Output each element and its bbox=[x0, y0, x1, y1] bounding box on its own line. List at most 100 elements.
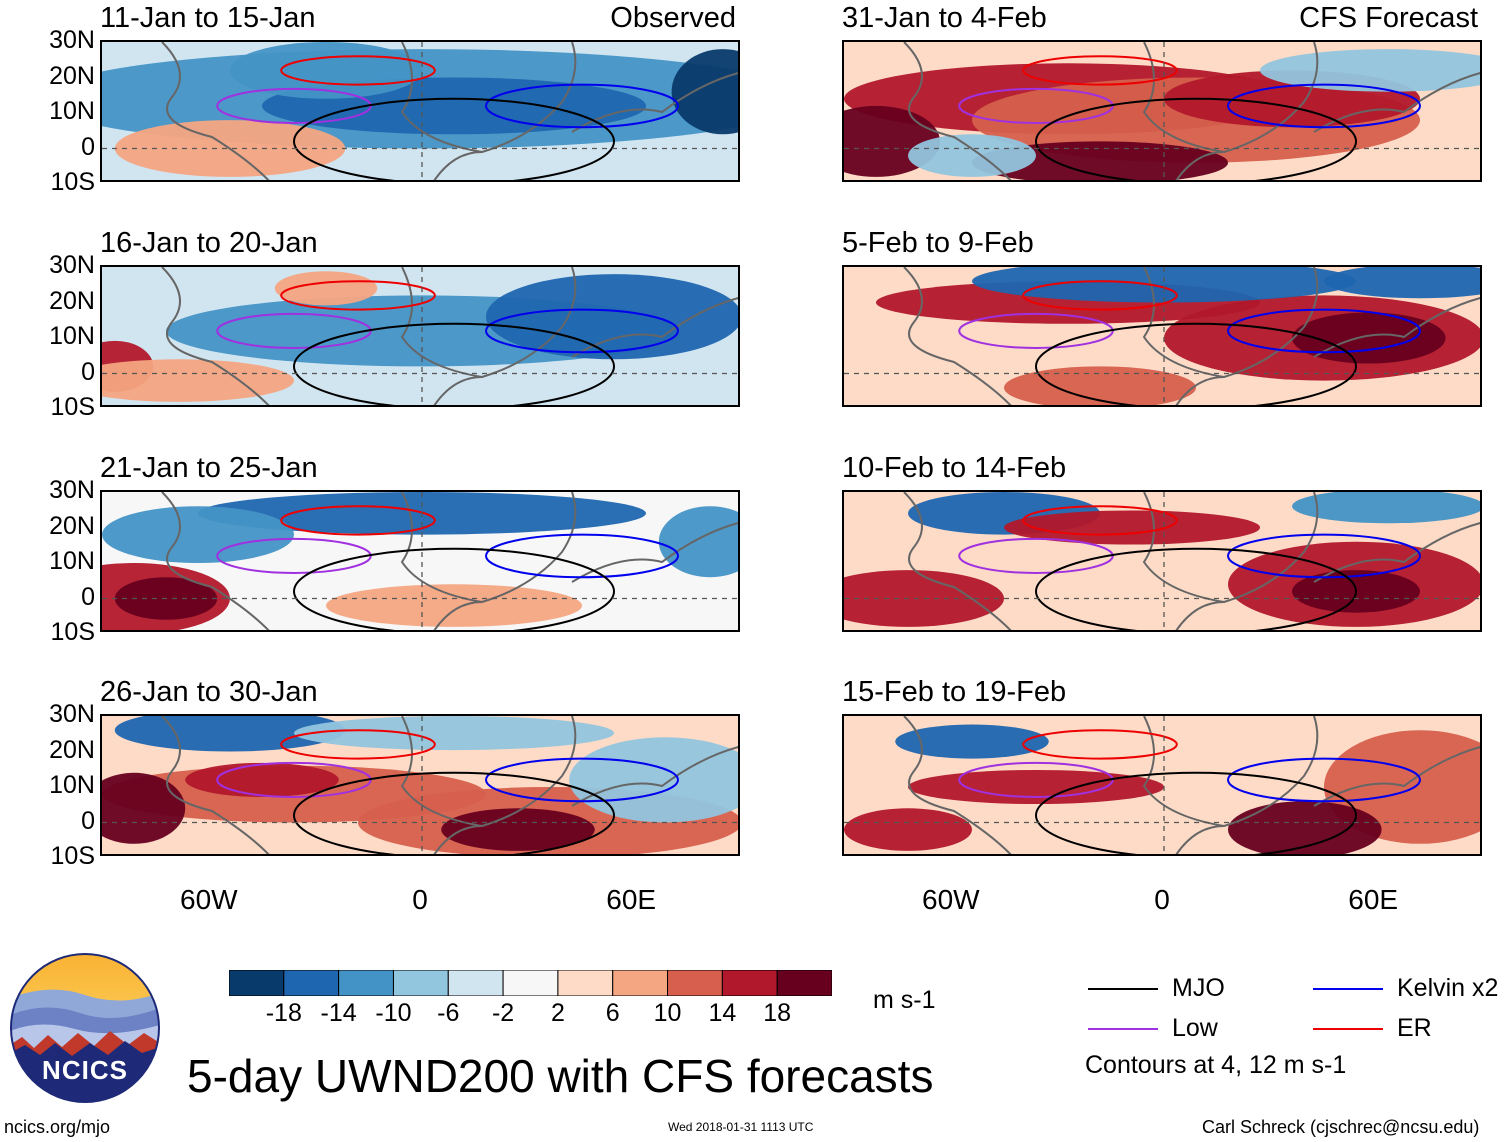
contour-line bbox=[1227, 83, 1421, 129]
colorbar-label: 14 bbox=[708, 999, 737, 1027]
contour-line bbox=[280, 55, 436, 86]
wind-anomaly-shading bbox=[1292, 492, 1480, 524]
footer-author: Carl Schreck (cjschrec@ncsu.edu) bbox=[1202, 1117, 1480, 1137]
contour-line bbox=[280, 505, 436, 536]
colorbar-swatch bbox=[612, 969, 669, 997]
contour-line bbox=[1022, 729, 1178, 760]
column-tag: Observed bbox=[610, 2, 736, 34]
wind-anomaly-shading bbox=[326, 584, 582, 627]
colorbar-swatch bbox=[776, 969, 833, 997]
map-panel bbox=[100, 265, 740, 407]
coastline bbox=[161, 716, 738, 854]
lat-label: 20N bbox=[49, 61, 95, 90]
contour-line bbox=[280, 280, 436, 311]
colorbar-label: 18 bbox=[763, 999, 792, 1027]
contour-line bbox=[1035, 97, 1357, 180]
wind-anomaly-shading bbox=[908, 769, 1164, 805]
wind-anomaly-shading bbox=[671, 49, 738, 135]
legend-label: Low bbox=[1172, 1014, 1218, 1042]
contour-line bbox=[1022, 280, 1178, 311]
colorbar-label: 10 bbox=[653, 999, 682, 1027]
colorbar-units: m s-1 bbox=[873, 986, 936, 1014]
legend-swatch bbox=[1313, 1028, 1383, 1030]
lat-label: 0 bbox=[81, 132, 95, 161]
lat-label: 20N bbox=[49, 735, 95, 764]
legend-swatch bbox=[1313, 988, 1383, 990]
wind-anomaly-shading bbox=[895, 724, 1049, 759]
colorbar-swatch bbox=[502, 969, 559, 997]
contour-line bbox=[293, 97, 615, 180]
lat-label: 30N bbox=[49, 251, 95, 279]
map-panel bbox=[842, 490, 1482, 632]
wind-anomaly-shading bbox=[1004, 366, 1196, 405]
wind-anomaly-shading bbox=[972, 141, 1228, 180]
lat-label: 30N bbox=[49, 26, 95, 54]
lat-label: 20N bbox=[49, 511, 95, 540]
footer-timestamp: Wed 2018-01-31 1113 UTC bbox=[668, 1120, 814, 1134]
wind-anomaly-shading bbox=[1292, 312, 1446, 364]
lat-label: 10S bbox=[50, 393, 95, 421]
coastline bbox=[903, 267, 1480, 405]
wind-anomaly-shading bbox=[972, 267, 1356, 303]
legend-note: Contours at 4, 12 m s-1 bbox=[1085, 1051, 1347, 1079]
lat-label: 10S bbox=[50, 842, 95, 870]
coastline bbox=[161, 267, 738, 405]
lat-label: 10S bbox=[50, 618, 95, 646]
contour-line bbox=[485, 533, 679, 579]
colorbar-label: -14 bbox=[320, 999, 357, 1027]
colorbar-swatch bbox=[392, 969, 449, 997]
wind-anomaly-shading bbox=[1004, 510, 1260, 545]
wind-anomaly-shading bbox=[658, 506, 738, 578]
lon-label: 60W bbox=[922, 884, 980, 915]
panel-title: 26-Jan to 30-Jan bbox=[100, 676, 318, 708]
wind-anomaly-shading bbox=[274, 271, 378, 306]
map-panel bbox=[842, 265, 1482, 407]
wind-anomaly-shading bbox=[486, 274, 738, 360]
legend-label: Kelvin x2 bbox=[1397, 974, 1499, 1002]
wind-anomaly-shading bbox=[102, 772, 186, 844]
lon-label: 60W bbox=[180, 884, 238, 915]
contour-line bbox=[293, 322, 615, 405]
panel-title: 11-Jan to 15-Jan bbox=[100, 2, 316, 34]
map-panel bbox=[100, 490, 740, 632]
lat-label: 0 bbox=[81, 806, 95, 835]
colorbar-label: -18 bbox=[265, 999, 302, 1027]
lat-label: 10N bbox=[49, 771, 95, 799]
lon-label: 0 bbox=[1154, 884, 1170, 915]
wind-anomaly-shading bbox=[114, 716, 346, 752]
wind-anomaly-shading bbox=[441, 808, 595, 851]
lat-label: 0 bbox=[81, 357, 95, 386]
legend-swatch bbox=[1088, 1028, 1158, 1030]
map-panel bbox=[100, 714, 740, 856]
lat-label: 10N bbox=[49, 547, 95, 575]
figure-title: 5-day UWND200 with CFS forecasts bbox=[187, 1050, 934, 1102]
colorbar-swatch bbox=[447, 969, 504, 997]
contour-line bbox=[1227, 308, 1421, 354]
panel-title: 5-Feb to 9-Feb bbox=[842, 227, 1034, 259]
wind-anomaly-shading bbox=[102, 359, 294, 402]
contour-line bbox=[1035, 771, 1357, 854]
colorbar-label: -2 bbox=[491, 999, 515, 1027]
contour-line bbox=[293, 771, 615, 854]
panel-title: 16-Jan to 20-Jan bbox=[100, 227, 318, 259]
legend-swatch bbox=[1088, 988, 1158, 990]
colorbar-swatch bbox=[228, 969, 285, 997]
colorbar-swatch bbox=[721, 969, 778, 997]
footer-url[interactable]: ncics.org/mjo bbox=[4, 1117, 111, 1137]
colorbar-swatch bbox=[557, 969, 614, 997]
lon-label: 60E bbox=[606, 884, 657, 915]
lat-label: 20N bbox=[49, 286, 95, 315]
legend-label: MJO bbox=[1172, 974, 1225, 1002]
map-panel bbox=[842, 40, 1482, 182]
ncics-logo: NCICS bbox=[10, 953, 160, 1103]
lat-label: 10N bbox=[49, 322, 95, 350]
colorbar bbox=[228, 969, 833, 997]
contour-line bbox=[1035, 322, 1357, 405]
lat-label: 30N bbox=[49, 700, 95, 728]
legend-label: ER bbox=[1397, 1014, 1432, 1042]
colorbar-label: 2 bbox=[550, 999, 565, 1027]
colorbar-swatch bbox=[338, 969, 394, 997]
panel-title: 15-Feb to 19-Feb bbox=[842, 676, 1067, 708]
wind-anomaly-shading bbox=[844, 808, 972, 851]
map-panel bbox=[100, 40, 740, 182]
